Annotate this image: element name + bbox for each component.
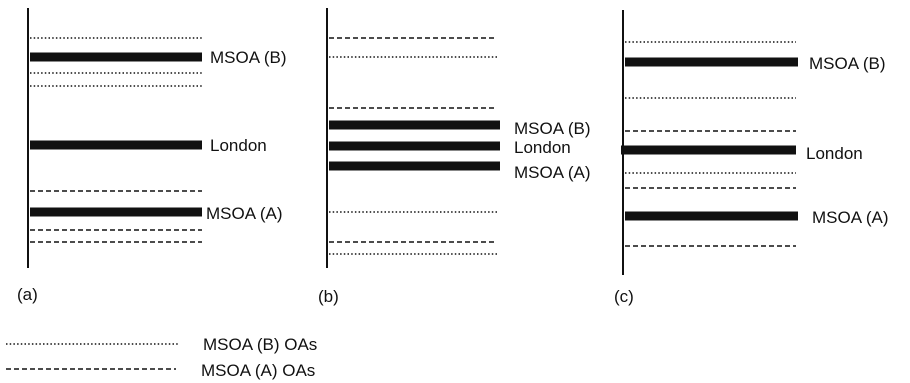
panel-a-label-london: London — [210, 136, 267, 155]
legend: MSOA (B) OAs MSOA (A) OAs — [6, 335, 317, 380]
legend-label-msoa-b-oas: MSOA (B) OAs — [203, 335, 317, 354]
panel-c-label-london: London — [806, 144, 863, 163]
panel-c: MSOA (B) London MSOA (A) (c) — [614, 10, 889, 306]
panel-a: MSOA (B) London MSOA (A) (a) — [17, 8, 287, 304]
panel-a-caption: (a) — [17, 285, 38, 304]
panel-b: MSOA (B) London MSOA (A) (b) — [318, 8, 591, 306]
panel-a-label-msoa-a: MSOA (A) — [206, 204, 283, 223]
panel-a-label-msoa-b: MSOA (B) — [210, 48, 287, 67]
panel-b-caption: (b) — [318, 287, 339, 306]
legend-label-msoa-a-oas: MSOA (A) OAs — [201, 361, 315, 380]
panel-b-label-msoa-a: MSOA (A) — [514, 163, 591, 182]
panel-b-label-london: London — [514, 138, 571, 157]
panel-c-label-msoa-a: MSOA (A) — [812, 208, 889, 227]
panel-b-label-msoa-b: MSOA (B) — [514, 119, 591, 138]
panel-c-caption: (c) — [614, 287, 634, 306]
panel-c-label-msoa-b: MSOA (B) — [809, 54, 886, 73]
